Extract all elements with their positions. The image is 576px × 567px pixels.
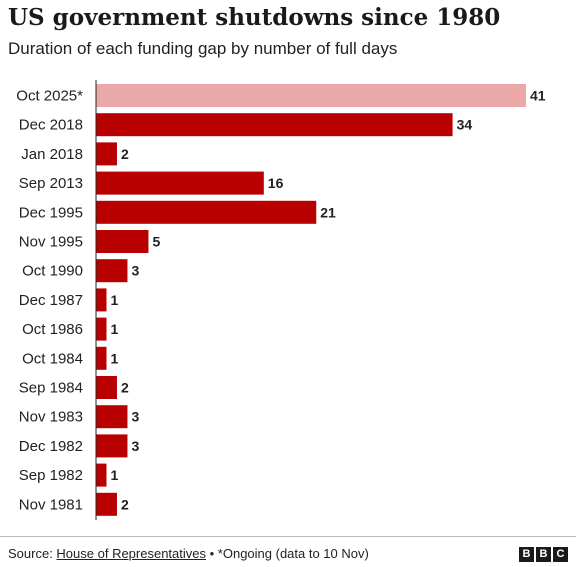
value-label: 1 <box>110 350 118 366</box>
bar <box>96 346 107 370</box>
category-label: Oct 2025* <box>16 88 83 105</box>
bar <box>96 142 117 166</box>
value-label: 1 <box>110 292 118 308</box>
bar <box>96 288 107 312</box>
source-note: • *Ongoing (data to 10 Nov) <box>206 546 369 561</box>
bbc-logo-letter: C <box>553 547 568 562</box>
footer-divider <box>0 536 576 537</box>
bar <box>96 434 128 458</box>
bar <box>96 230 149 253</box>
value-label: 2 <box>121 146 129 162</box>
category-label: Dec 1995 <box>19 204 83 221</box>
chart-title: US government shutdowns since 1980 <box>8 4 501 31</box>
chart-subtitle: Duration of each funding gap by number o… <box>8 39 398 58</box>
footer: Source: House of Representatives • *Ongo… <box>8 546 369 561</box>
value-label: 1 <box>110 321 118 337</box>
bar-chart: Oct 2025* 41 Dec 2018 34 Jan 2018 2 Sep 2013 16… <box>16 80 546 520</box>
bbc-logo-letter: B <box>519 547 534 562</box>
category-label: Sep 1984 <box>19 380 83 397</box>
category-label: Oct 1990 <box>22 263 83 280</box>
bar <box>96 405 128 429</box>
category-label: Nov 1995 <box>19 234 83 251</box>
bar <box>96 84 526 107</box>
bbc-logo: B B C <box>519 547 568 562</box>
category-label: Nov 1981 <box>19 496 83 513</box>
category-label: Sep 2013 <box>19 175 83 192</box>
bar <box>96 200 317 224</box>
value-label: 41 <box>530 88 546 104</box>
source-prefix: Source: <box>8 546 57 561</box>
value-label: 3 <box>131 438 139 454</box>
bar <box>96 463 107 487</box>
bar <box>96 376 117 399</box>
bar <box>96 317 107 341</box>
category-label: Oct 1984 <box>22 350 83 367</box>
value-label: 3 <box>131 263 139 279</box>
category-label: Oct 1986 <box>22 321 83 338</box>
category-label: Nov 1983 <box>19 409 83 426</box>
bar <box>96 113 453 137</box>
value-label: 1 <box>110 467 118 483</box>
bar <box>96 259 128 283</box>
value-label: 2 <box>121 496 129 512</box>
value-label: 5 <box>152 234 160 250</box>
category-label: Dec 1987 <box>19 292 83 309</box>
value-label: 3 <box>131 409 139 425</box>
category-label: Dec 1982 <box>19 438 83 455</box>
bar <box>96 171 264 195</box>
value-label: 2 <box>121 380 129 396</box>
category-label: Dec 2018 <box>19 117 83 134</box>
bbc-logo-letter: B <box>536 547 551 562</box>
value-label: 34 <box>457 117 473 133</box>
bar <box>96 492 117 516</box>
value-label: 21 <box>320 204 336 220</box>
category-label: Jan 2018 <box>21 146 83 163</box>
source-link[interactable]: House of Representatives <box>56 546 207 561</box>
value-label: 16 <box>268 175 284 191</box>
category-label: Sep 1982 <box>19 467 83 484</box>
